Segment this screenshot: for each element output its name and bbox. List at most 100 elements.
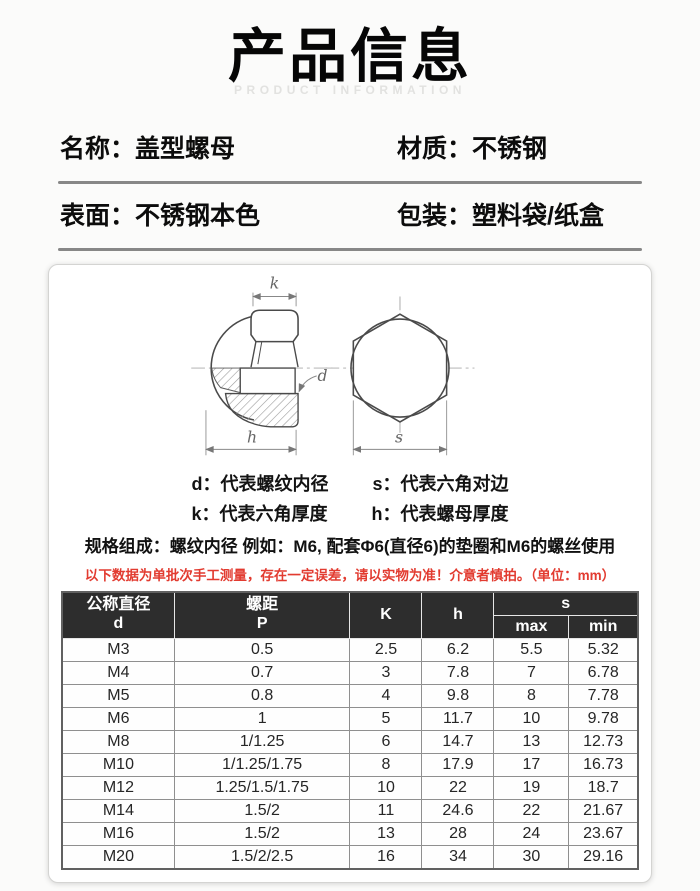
table-cell: 1	[173, 706, 351, 731]
table-cell: 10	[349, 775, 423, 800]
dimension-card: k d h s d：代表螺纹内径 s：代表六角对边 k：代表六角厚度 h：代表螺…	[48, 264, 652, 883]
col-header-pitch: 螺距 P	[173, 591, 351, 639]
dim-label-d: d	[318, 366, 328, 385]
table-cell: 6.78	[568, 660, 639, 685]
table-row: M4 0.7 3 7.8 7 6.78	[61, 660, 639, 685]
table-cell: 1/1.25	[173, 729, 351, 754]
legend-h: h：代表螺母厚度	[371, 504, 509, 524]
table-cell: 1/1.25/1.75	[173, 752, 351, 777]
table-cell: 10	[493, 706, 570, 731]
table-cell: M14	[61, 798, 175, 823]
table-row: M6 1 5 11.7 10 9.78	[61, 706, 639, 731]
table-row: M12 1.25/1.5/1.75 10 22 19 18.7	[61, 775, 639, 800]
table-cell: 24.6	[421, 798, 495, 823]
spec-row-1: 名称：盖型螺母 材质：不锈钢	[58, 117, 642, 181]
spec-summary: 名称：盖型螺母 材质：不锈钢 表面：不锈钢本色 包装：塑料袋/纸盒	[58, 117, 642, 251]
table-cell: M4	[61, 660, 175, 685]
table-cell: M5	[61, 683, 175, 708]
table-cell: M12	[61, 775, 175, 800]
table-cell: 23.67	[568, 821, 639, 846]
spec-surface: 表面：不锈钢本色	[60, 202, 261, 230]
table-cell: M10	[61, 752, 175, 777]
table-row: M5 0.8 4 9.8 8 7.78	[61, 683, 639, 708]
table-cell: 11.7	[421, 706, 495, 731]
product-info-header: 产品信息 PRODUCT INFORMATION	[0, 0, 700, 98]
col-header-k: K	[349, 591, 423, 639]
table-cell: M16	[61, 821, 175, 846]
table-cell: 22	[493, 798, 570, 823]
table-cell: M6	[61, 706, 175, 731]
spec-packaging: 包装：塑料袋/纸盒	[397, 202, 604, 230]
col-header-h: h	[421, 591, 495, 639]
table-row: M14 1.5/2 11 24.6 22 21.67	[61, 798, 639, 823]
legend-d: d：代表螺纹内径	[191, 474, 329, 494]
dim-label-h: h	[247, 428, 257, 447]
measurement-warning: 以下数据为单批次手工测量，存在一定误差，请以实物为准！介意者慎拍。（单位：mm）	[84, 568, 616, 583]
table-row: M16 1.5/2 13 28 24 23.67	[61, 821, 639, 846]
table-cell: 16.73	[568, 752, 639, 777]
table-cell: M3	[61, 637, 175, 662]
table-cell: 30	[493, 844, 570, 869]
table-cell: 13	[349, 821, 423, 846]
table-cell: 29.16	[568, 844, 639, 869]
table-cell: 24	[493, 821, 570, 846]
legend-k: k：代表六角厚度	[191, 504, 328, 524]
table-cell: 17	[493, 752, 570, 777]
table-cell: 13	[493, 729, 570, 754]
table-cell: 0.7	[173, 660, 351, 685]
table-cell: 17.9	[421, 752, 495, 777]
table-cell: M8	[61, 729, 175, 754]
table-cell: 7.8	[421, 660, 495, 685]
divider-line	[58, 248, 642, 251]
table-cell: 11	[349, 798, 423, 823]
table-row: M10 1/1.25/1.75 8 17.9 17 16.73	[61, 752, 639, 777]
table-cell: 8	[493, 683, 570, 708]
table-cell: M20	[61, 844, 175, 869]
dimension-legend-row-1: d：代表螺纹内径 s：代表六角对边	[61, 469, 639, 499]
col-header-nominal-diameter: 公称直径 d	[61, 591, 175, 639]
table-cell: 1.25/1.5/1.75	[173, 775, 351, 800]
table-row: M8 1/1.25 6 14.7 13 12.73	[61, 729, 639, 754]
table-cell: 1.5/2	[173, 821, 351, 846]
table-cell: 3	[349, 660, 423, 685]
table-cell: 7.78	[568, 683, 639, 708]
dimension-table-header: 公称直径 d 螺距 P K h s max min	[61, 591, 639, 639]
col-header-s-min: min	[568, 614, 639, 639]
table-cell: 12.73	[568, 729, 639, 754]
table-cell: 34	[421, 844, 495, 869]
table-cell: 2.5	[349, 637, 423, 662]
table-cell: 8	[349, 752, 423, 777]
table-cell: 16	[349, 844, 423, 869]
table-cell: 7	[493, 660, 570, 685]
table-cell: 9.8	[421, 683, 495, 708]
table-cell: 14.7	[421, 729, 495, 754]
table-cell: 18.7	[568, 775, 639, 800]
spec-composition-note: 规格组成：螺纹内径 例如：M6, 配套Φ6(直径6)的垫圈和M6的螺丝使用	[84, 537, 616, 556]
col-header-s-max: max	[493, 614, 570, 639]
table-cell: 5.5	[493, 637, 570, 662]
table-cell: 6	[349, 729, 423, 754]
table-cell: 0.8	[173, 683, 351, 708]
divider-line	[58, 181, 642, 184]
table-cell: 1.5/2	[173, 798, 351, 823]
spec-name: 名称：盖型螺母	[60, 135, 236, 163]
table-cell: 5	[349, 706, 423, 731]
dim-label-s: s	[395, 428, 403, 447]
table-cell: 22	[421, 775, 495, 800]
table-cell: 21.67	[568, 798, 639, 823]
table-cell: 1.5/2/2.5	[173, 844, 351, 869]
dim-label-k: k	[270, 274, 280, 293]
spec-material: 材质：不锈钢	[397, 135, 548, 163]
spec-row-2: 表面：不锈钢本色 包装：塑料袋/纸盒	[58, 184, 642, 248]
col-header-s: s	[493, 591, 639, 616]
table-cell: 9.78	[568, 706, 639, 731]
table-row: M3 0.5 2.5 6.2 5.5 5.32	[61, 637, 639, 662]
spec-table-body: M3 0.5 2.5 6.2 5.5 5.32 M4 0.7 3 7.8 7 6.78 M5 0.8 4 9.…	[61, 637, 639, 869]
table-cell: 5.32	[568, 637, 639, 662]
dimension-legend-row-2: k：代表六角厚度 h：代表螺母厚度	[61, 499, 639, 529]
table-cell: 4	[349, 683, 423, 708]
table-row: M20 1.5/2/2.5 16 34 30 29.16	[61, 844, 639, 869]
cap-nut-technical-drawing: k d h s	[191, 274, 475, 456]
table-cell: 0.5	[173, 637, 351, 662]
table-cell: 19	[493, 775, 570, 800]
